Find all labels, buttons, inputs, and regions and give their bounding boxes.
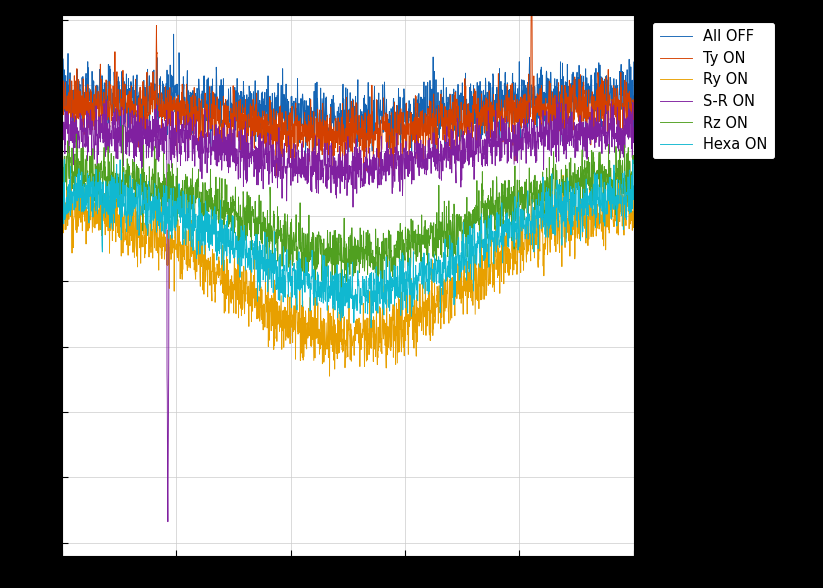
Rz ON <box>320 272 330 279</box>
Hexa ON <box>335 270 345 277</box>
Line: All OFF: All OFF <box>62 34 634 165</box>
All OFF <box>508 70 518 77</box>
Ry ON <box>57 216 67 223</box>
All OFF <box>613 88 623 95</box>
Ry ON <box>324 373 334 380</box>
S-R ON <box>629 125 639 132</box>
S-R ON <box>612 103 622 111</box>
S-R ON <box>613 145 623 152</box>
Hexa ON <box>613 205 623 212</box>
S-R ON <box>86 113 95 121</box>
Hexa ON <box>86 178 96 185</box>
Hexa ON <box>629 183 639 190</box>
S-R ON <box>57 133 67 141</box>
Rz ON <box>335 258 345 265</box>
All OFF <box>336 109 346 116</box>
Ty ON <box>629 96 639 103</box>
Hexa ON <box>320 263 330 270</box>
Ty ON <box>320 132 330 139</box>
All OFF <box>629 59 639 66</box>
S-R ON <box>551 93 561 100</box>
All OFF <box>320 122 330 129</box>
S-R ON <box>163 518 173 525</box>
Hexa ON <box>57 194 67 201</box>
Line: Ty ON: Ty ON <box>62 0 634 176</box>
Hexa ON <box>508 208 518 215</box>
Legend: All OFF, Ty ON, Ry ON, S-R ON, Rz ON, Hexa ON: All OFF, Ty ON, Ry ON, S-R ON, Rz ON, He… <box>653 22 775 159</box>
Hexa ON <box>612 176 622 183</box>
Ty ON <box>612 85 622 92</box>
All OFF <box>86 89 95 96</box>
All OFF <box>300 161 310 168</box>
Ty ON <box>271 172 281 179</box>
All OFF <box>169 31 179 38</box>
Ry ON <box>71 157 81 164</box>
Rz ON <box>629 159 639 166</box>
Hexa ON <box>59 156 69 163</box>
Line: Rz ON: Rz ON <box>62 125 634 296</box>
Rz ON <box>613 165 623 172</box>
Ry ON <box>612 224 622 231</box>
Ty ON <box>86 128 95 135</box>
Ty ON <box>613 100 623 107</box>
Hexa ON <box>366 324 376 331</box>
S-R ON <box>508 135 518 142</box>
All OFF <box>57 96 67 103</box>
S-R ON <box>335 190 345 197</box>
Rz ON <box>508 188 518 195</box>
Rz ON <box>378 293 388 300</box>
Ry ON <box>320 343 330 350</box>
Ry ON <box>629 196 639 203</box>
Line: Ry ON: Ry ON <box>62 161 634 376</box>
Rz ON <box>86 159 95 166</box>
Rz ON <box>118 122 128 129</box>
Ty ON <box>335 132 345 139</box>
Rz ON <box>57 150 67 157</box>
Line: S-R ON: S-R ON <box>62 96 634 522</box>
Ry ON <box>336 338 346 345</box>
Ry ON <box>613 190 623 197</box>
Ry ON <box>508 271 518 278</box>
Ty ON <box>57 79 67 86</box>
Ry ON <box>86 196 96 203</box>
All OFF <box>612 82 622 89</box>
Ty ON <box>508 120 518 127</box>
Line: Hexa ON: Hexa ON <box>62 159 634 328</box>
Rz ON <box>612 169 622 176</box>
S-R ON <box>320 140 330 147</box>
